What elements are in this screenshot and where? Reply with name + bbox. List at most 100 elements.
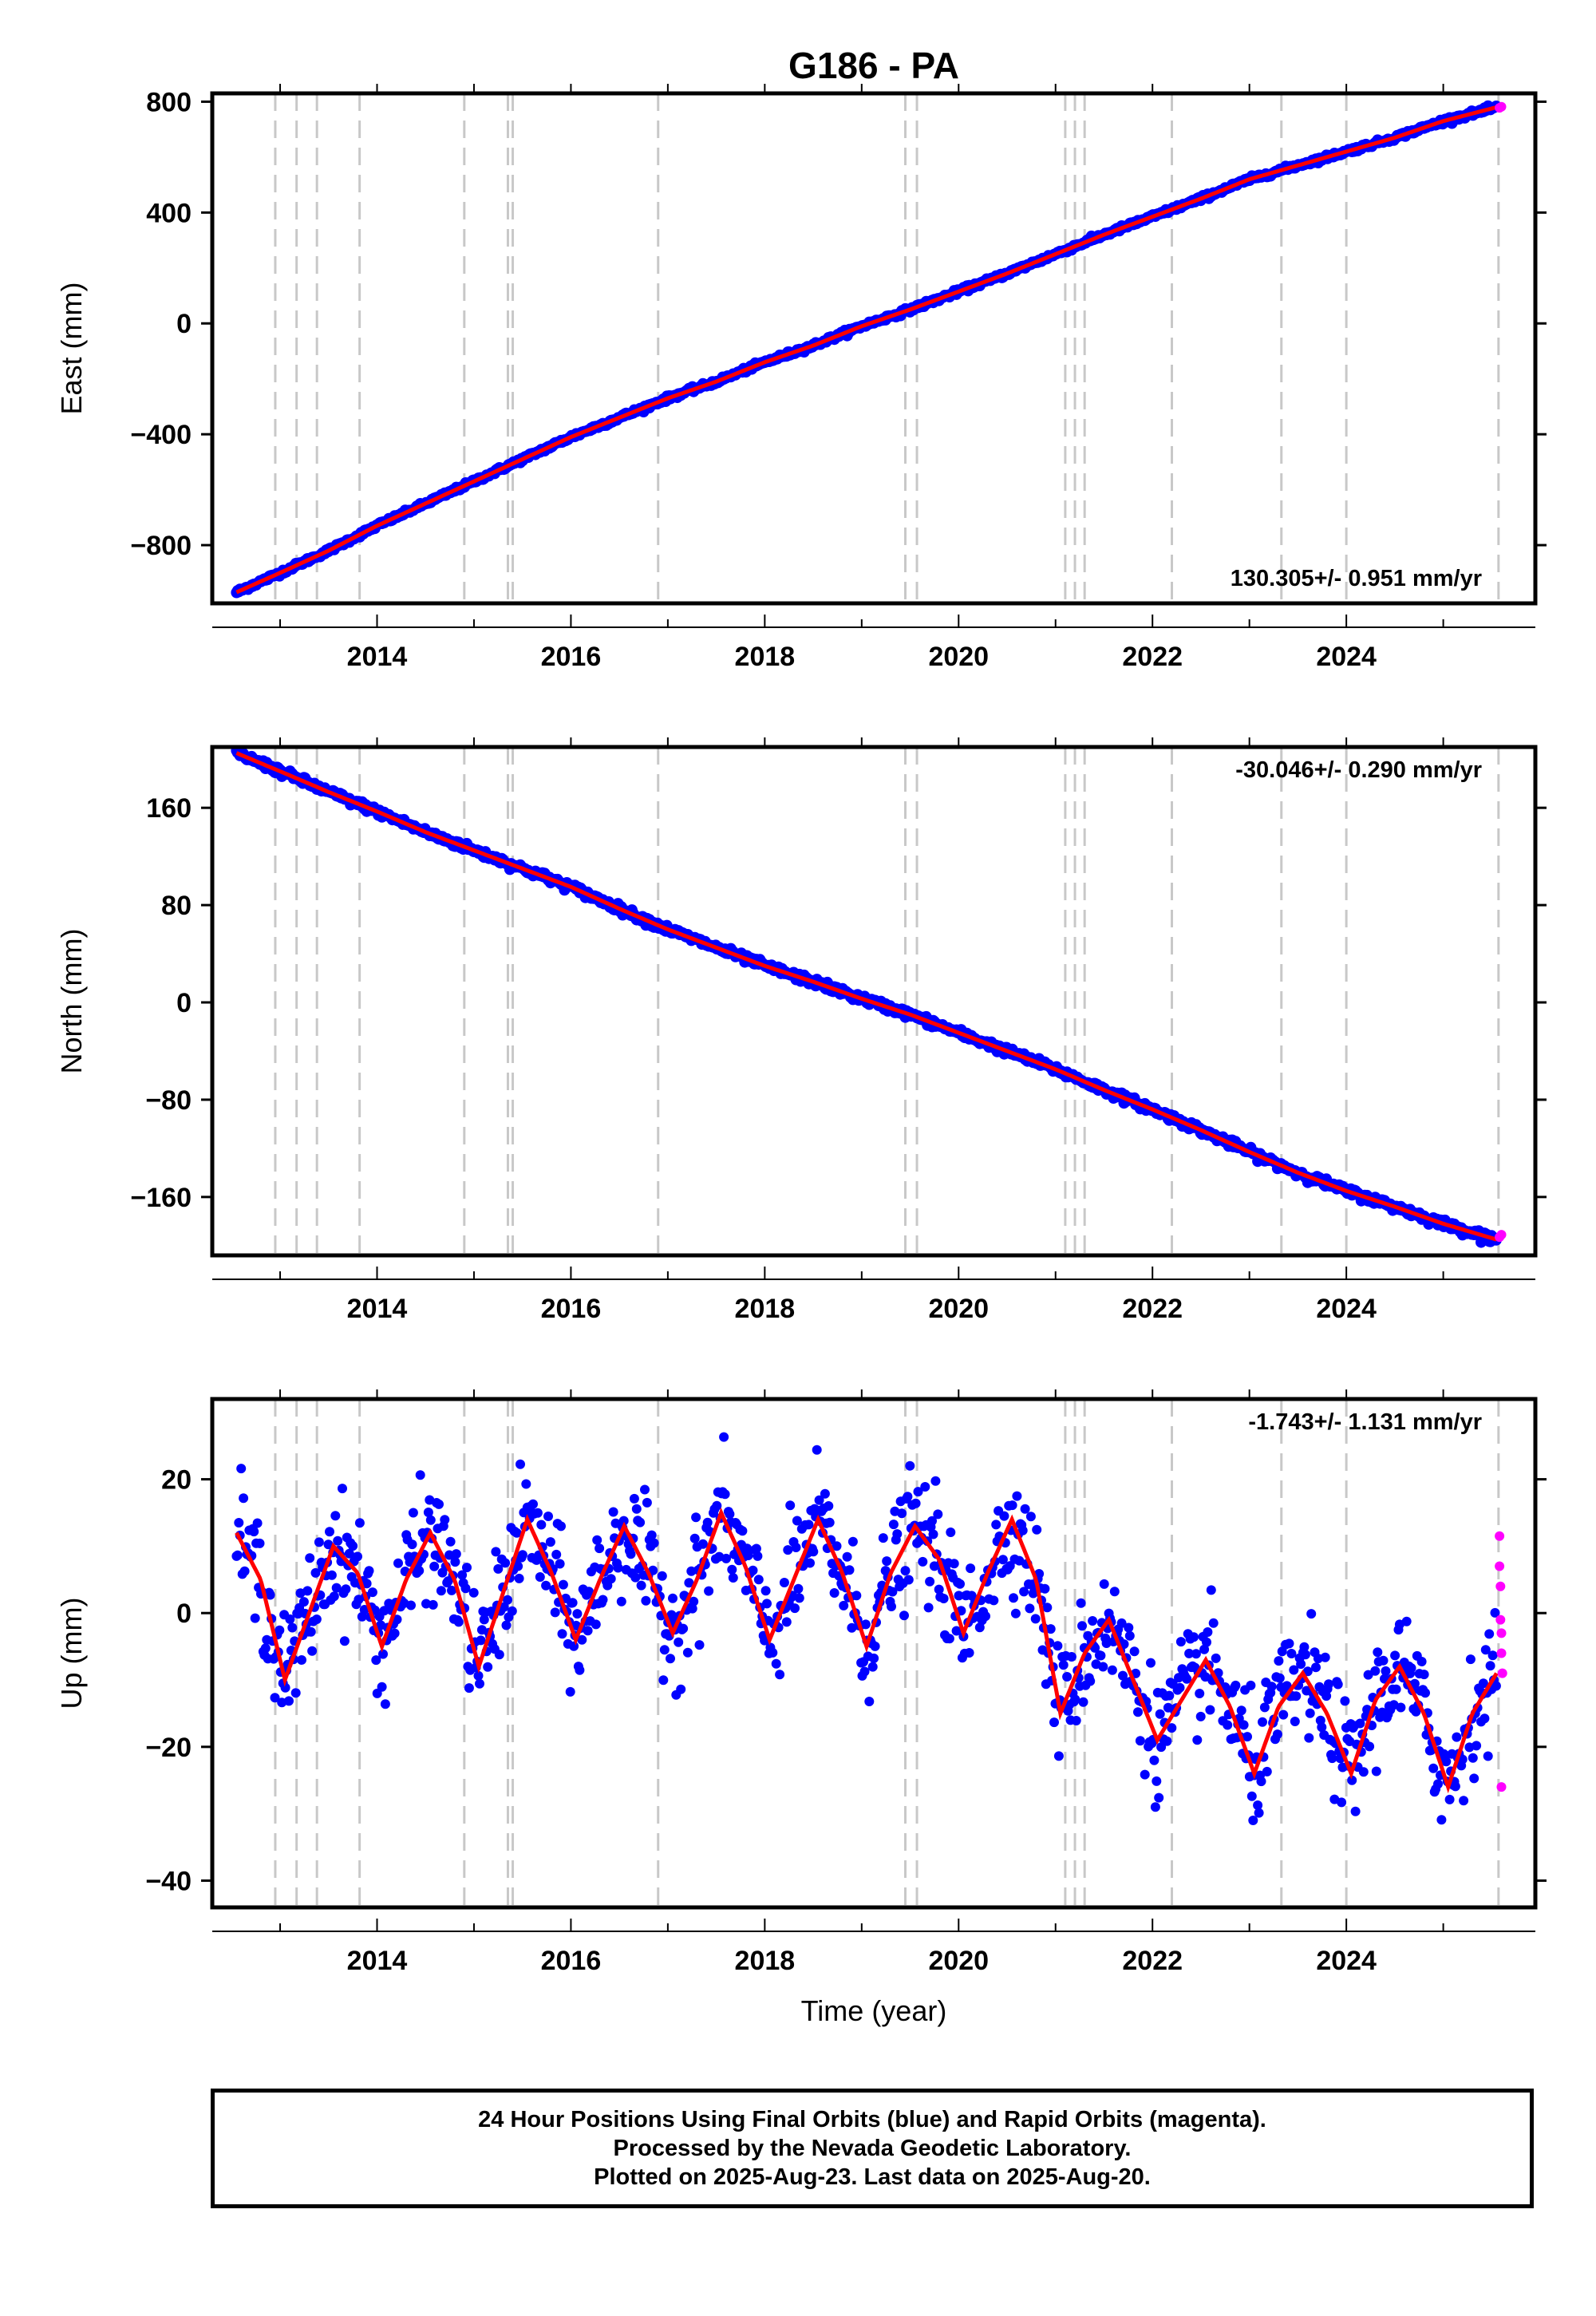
final-point xyxy=(668,1593,678,1603)
final-point xyxy=(545,1537,555,1547)
final-point xyxy=(450,1557,460,1567)
final-point xyxy=(775,1670,785,1680)
x-tick-label: 2014 xyxy=(347,1294,408,1324)
final-point xyxy=(1155,1709,1165,1719)
final-point xyxy=(1175,1637,1186,1647)
final-point xyxy=(1195,1711,1206,1721)
final-point xyxy=(927,1516,937,1526)
final-point xyxy=(928,1529,938,1539)
final-point xyxy=(1099,1579,1109,1589)
final-point xyxy=(1444,1794,1455,1804)
final-point xyxy=(829,1588,839,1598)
final-point xyxy=(462,1563,472,1573)
final-point xyxy=(888,1520,899,1530)
final-point xyxy=(820,1488,830,1499)
final-point xyxy=(249,1527,259,1537)
final-point xyxy=(870,1641,880,1651)
final-point xyxy=(925,1576,935,1587)
final-point xyxy=(911,1498,921,1508)
final-point xyxy=(494,1650,504,1660)
final-point xyxy=(1096,1650,1106,1661)
final-point xyxy=(674,1637,684,1647)
final-point xyxy=(1058,1660,1069,1670)
final-point xyxy=(804,1520,814,1530)
final-point xyxy=(842,1551,852,1562)
final-point xyxy=(1284,1638,1294,1649)
final-point xyxy=(595,1543,605,1554)
final-point xyxy=(311,1614,322,1624)
rapid-point xyxy=(1497,1668,1507,1678)
final-point xyxy=(1062,1672,1073,1682)
final-point xyxy=(779,1578,789,1587)
final-point xyxy=(1109,1587,1120,1597)
final-point xyxy=(918,1556,928,1567)
final-point xyxy=(445,1536,456,1547)
final-point xyxy=(1066,1652,1077,1662)
final-point xyxy=(341,1584,351,1595)
final-point xyxy=(657,1571,667,1581)
final-point xyxy=(1478,1678,1488,1689)
final-point xyxy=(1118,1670,1128,1681)
final-point xyxy=(378,1649,388,1659)
final-point xyxy=(250,1613,260,1623)
final-point xyxy=(684,1578,694,1588)
up-y-axis-label: Up (mm) xyxy=(55,1598,88,1709)
final-point xyxy=(642,1497,652,1508)
final-point xyxy=(1491,1681,1501,1691)
chart-title: G186 - PA xyxy=(788,45,959,86)
plot-frame xyxy=(210,91,1538,606)
final-point xyxy=(1246,1791,1257,1801)
final-point xyxy=(1472,1741,1482,1751)
final-point xyxy=(1162,1736,1172,1746)
final-point xyxy=(1133,1707,1143,1717)
x-tick-label: 2018 xyxy=(735,642,796,672)
final-point xyxy=(532,1508,543,1518)
north-data-points xyxy=(231,747,1507,1248)
final-point xyxy=(551,1549,562,1559)
x-tick-label: 2020 xyxy=(928,1294,989,1324)
final-point xyxy=(414,1566,425,1576)
final-point xyxy=(1416,1657,1427,1666)
final-point xyxy=(239,1566,250,1576)
final-point xyxy=(1025,1512,1036,1522)
final-point xyxy=(903,1575,914,1585)
final-point xyxy=(1433,1779,1443,1789)
final-point xyxy=(1206,1585,1216,1595)
final-point xyxy=(428,1599,438,1610)
y-tick-label: 0 xyxy=(176,309,192,339)
final-point xyxy=(584,1587,594,1597)
final-point xyxy=(1211,1653,1221,1663)
final-point xyxy=(297,1655,306,1665)
up-rate-label: -1.743+/- 1.131 mm/yr xyxy=(1248,1409,1482,1435)
final-point xyxy=(275,1625,285,1635)
final-point xyxy=(361,1579,372,1589)
final-point xyxy=(1390,1650,1400,1661)
final-point xyxy=(543,1512,553,1521)
y-tick-label: 400 xyxy=(146,198,192,228)
y-tick-label: −160 xyxy=(130,1183,192,1213)
final-point xyxy=(1483,1751,1493,1761)
final-point xyxy=(1146,1658,1156,1668)
final-point xyxy=(999,1511,1009,1521)
final-point xyxy=(1088,1616,1098,1626)
final-point xyxy=(329,1591,339,1602)
final-point xyxy=(923,1603,934,1613)
final-point xyxy=(306,1626,316,1637)
final-point xyxy=(771,1658,781,1669)
final-point xyxy=(1469,1773,1479,1784)
final-point xyxy=(768,1647,778,1658)
final-point xyxy=(1311,1662,1321,1673)
final-point xyxy=(408,1508,418,1518)
final-point xyxy=(1333,1679,1343,1690)
final-point xyxy=(507,1606,517,1616)
x-axis-label: Time (year) xyxy=(801,1994,947,2027)
final-point xyxy=(1304,1733,1314,1743)
final-point xyxy=(847,1536,858,1547)
final-point xyxy=(493,1563,504,1574)
final-point xyxy=(882,1556,892,1567)
final-point xyxy=(1479,1713,1490,1724)
final-point xyxy=(447,1585,456,1595)
final-point xyxy=(1457,1754,1468,1765)
final-point xyxy=(598,1595,608,1605)
final-point xyxy=(1152,1776,1162,1786)
